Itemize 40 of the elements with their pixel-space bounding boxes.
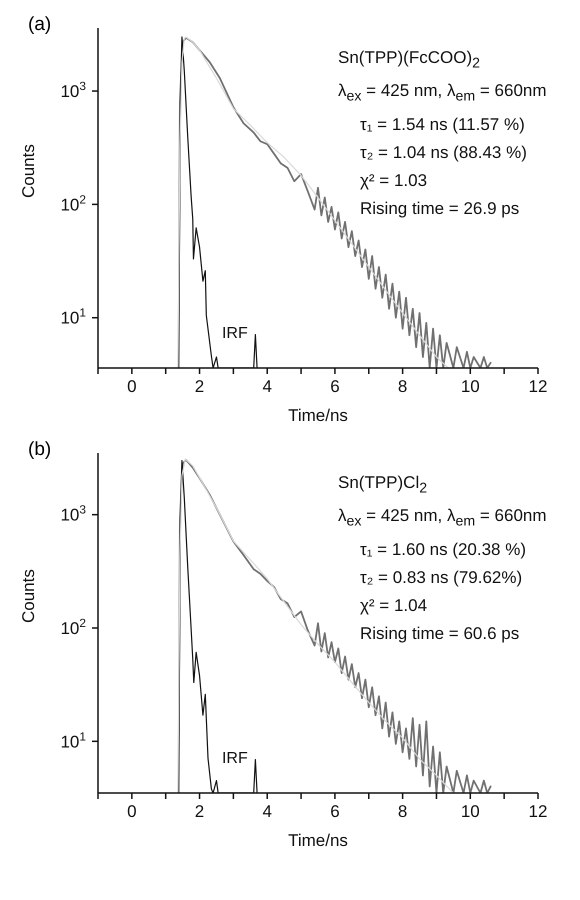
annotation: τ₂ = 0.83 ns (79.62%) bbox=[359, 566, 524, 589]
series-label: IRF bbox=[222, 325, 248, 342]
x-tick-label: 8 bbox=[398, 377, 408, 396]
annotation: λ$_{ex}$ = 425 nm, λ$_{em}$ = 660nm bbox=[338, 80, 547, 107]
x-tick-label: 4 bbox=[262, 377, 272, 396]
annotation: χ² = 1.04 bbox=[359, 594, 428, 617]
x-tick-label: 0 bbox=[127, 377, 137, 396]
annotation: τ₁ = 1.60 ns (20.38 %) bbox=[359, 538, 528, 561]
annotation: τ₂ = 1.04 ns (88.43 %) bbox=[359, 142, 528, 164]
x-tick-label: 12 bbox=[528, 377, 548, 396]
x-axis-title: Time/ns bbox=[288, 831, 348, 850]
chart-title: (b) bbox=[28, 439, 52, 461]
y-tick-label: 10$^{3}$ bbox=[60, 502, 86, 525]
annotation: χ² = 1.03 bbox=[359, 170, 428, 192]
x-tick-label: 2 bbox=[194, 377, 204, 396]
annotation: Rising time = 60.6 ps bbox=[359, 622, 520, 645]
x-tick-label: 4 bbox=[262, 802, 272, 821]
x-tick-label: 2 bbox=[194, 802, 204, 821]
text: Sn(TPP)Cl$_{2}$ bbox=[338, 472, 428, 498]
annotation: λ$_{ex}$ = 425 nm, λ$_{em}$ = 660nm bbox=[338, 505, 547, 532]
x-tick-label: 8 bbox=[398, 802, 408, 821]
chart-title: (a) bbox=[28, 14, 52, 36]
y-tick-label: 10$^{3}$ bbox=[60, 79, 86, 102]
y-tick-label: 10$^{2}$ bbox=[60, 616, 86, 638]
annotation: Rising time = 26.9 ps bbox=[359, 198, 520, 220]
y-axis-title: Counts bbox=[19, 144, 38, 198]
y-axis-title: Counts bbox=[19, 569, 38, 623]
text: Sn(TPP)(FcCOO)$_{2}$ bbox=[338, 47, 481, 74]
x-tick-label: 0 bbox=[127, 802, 137, 821]
series-label: IRF bbox=[222, 750, 248, 767]
y-tick-label: 10$^{1}$ bbox=[60, 729, 86, 752]
x-tick-label: 6 bbox=[330, 802, 340, 821]
x-tick-label: 10 bbox=[460, 377, 480, 396]
x-tick-label: 6 bbox=[330, 377, 340, 396]
x-axis-title: Time/ns bbox=[288, 406, 348, 425]
y-tick-label: 10$^{1}$ bbox=[60, 306, 86, 328]
y-tick-label: 10$^{2}$ bbox=[60, 192, 86, 214]
annotation: τ₁ = 1.54 ns (11.57 %) bbox=[359, 114, 526, 136]
x-tick-label: 10 bbox=[460, 802, 480, 821]
x-tick-label: 12 bbox=[528, 802, 548, 821]
